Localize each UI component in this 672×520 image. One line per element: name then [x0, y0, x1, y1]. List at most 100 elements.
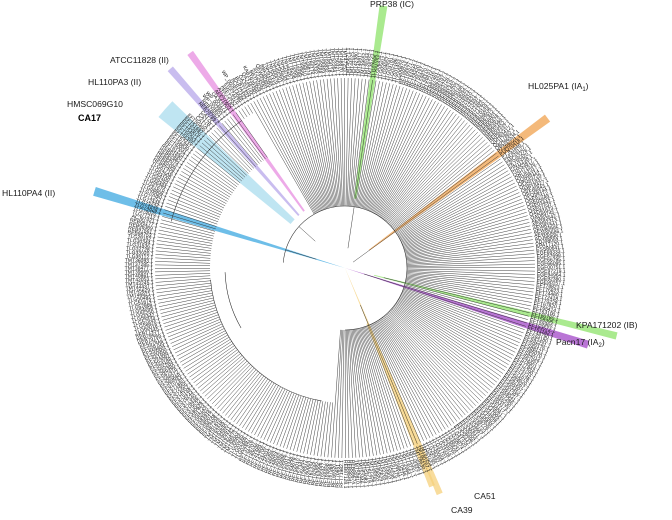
leaf-label: EGE97219.1 — [537, 268, 566, 274]
leaf-label: REB96369.1 — [128, 221, 157, 233]
tree-branch — [406, 274, 534, 289]
leaf-label: TMT64332.1 — [309, 50, 319, 79]
tree-branch — [350, 329, 364, 458]
tree-branch — [377, 106, 445, 216]
tree-branch — [403, 287, 525, 330]
tree-branch — [156, 247, 211, 254]
tree-branch — [155, 270, 211, 273]
tree-branch — [155, 261, 211, 264]
tree-branch — [398, 299, 509, 365]
tree-branch — [289, 397, 307, 450]
tree-branch-internal — [298, 226, 316, 242]
branch-layer — [154, 77, 536, 459]
tree-branch — [191, 347, 237, 381]
tree-branch — [330, 78, 341, 207]
tree-branch — [179, 334, 228, 363]
tree-branch — [346, 78, 352, 207]
tree-branch — [157, 287, 212, 297]
tree-branch — [292, 85, 329, 209]
tree-branch — [404, 284, 528, 320]
tree-branch — [327, 402, 334, 458]
tree-branch — [402, 291, 522, 340]
leaf-label: EGF00751.1 — [537, 265, 566, 271]
leaf-label: TMT68874.1 — [301, 51, 312, 80]
tree-branch — [338, 329, 344, 458]
root-arc — [282, 205, 408, 331]
tree-branch — [238, 110, 245, 119]
tree-branch — [233, 377, 267, 423]
tree-branch — [400, 185, 517, 242]
leaf-label: AEW80686.1 — [534, 228, 564, 239]
tree-branch — [263, 389, 288, 440]
tree-branch — [313, 401, 324, 456]
tree-branch — [262, 96, 319, 213]
tree-branch — [395, 304, 500, 380]
leaf-label: TMT45629.1 — [126, 287, 155, 296]
leaf-label: EFT70228.1 — [534, 297, 562, 307]
tree-branch — [347, 329, 353, 458]
tree-branch — [405, 279, 532, 303]
label-prp38: PRP38 (IC) — [370, 0, 414, 9]
tree-branch — [375, 321, 440, 434]
tree-branch — [350, 78, 363, 207]
tree-branch — [212, 364, 251, 405]
leaf-label: EGE90157.1 — [536, 279, 565, 287]
tree-branch — [244, 106, 251, 116]
tree-branch — [163, 212, 216, 230]
tree-branch — [371, 323, 428, 440]
tree-branch — [394, 153, 497, 231]
label-ca39: CA39 — [451, 505, 473, 515]
tree-branch — [299, 83, 331, 208]
leaf-label: TLG29152.1 — [127, 233, 156, 243]
tree-branch — [156, 243, 212, 252]
tree-branch — [160, 222, 214, 237]
tree-branch — [204, 358, 246, 397]
tree-branch — [163, 307, 217, 324]
leaf-label: TMT69810.1 — [297, 52, 309, 81]
tree-branch — [217, 367, 255, 409]
leaf-label: EFT65414.1 — [532, 304, 560, 315]
leaf-label: ADJ98898.1 — [534, 233, 562, 243]
tree-branch — [251, 385, 279, 434]
tree-branch — [171, 323, 223, 347]
tree-branch — [358, 82, 387, 208]
leaf-label: TLG31536.1 — [126, 241, 155, 250]
tree-branch — [326, 78, 340, 207]
tree-branch-internal — [347, 206, 355, 249]
leaf-label: RFT67989.1 — [327, 459, 335, 487]
tree-branch — [378, 319, 449, 428]
tree-branch — [400, 182, 516, 241]
tree-branch — [185, 165, 232, 196]
leaf-label: EGE92380.1 — [537, 276, 566, 284]
tree-branch — [235, 112, 268, 158]
tree-branch — [162, 216, 216, 232]
tree-branch — [230, 375, 265, 420]
tree-branch — [171, 189, 222, 213]
tree-branch — [381, 317, 458, 422]
tree-branch — [306, 81, 333, 208]
tree-branch — [384, 315, 466, 416]
tree-branch — [170, 321, 222, 344]
tree-branch — [406, 235, 533, 258]
tree-branch — [225, 372, 261, 416]
tree-branch — [156, 285, 212, 294]
tree-branch — [158, 233, 213, 244]
tree-branch — [239, 380, 271, 427]
tree-branch — [394, 305, 497, 383]
tree-branch — [406, 249, 535, 263]
label-hmsc069g10: HMSC069G10 — [67, 99, 123, 109]
tree-branch — [155, 257, 211, 262]
tree-branch — [356, 81, 380, 208]
tree-branch — [403, 208, 526, 249]
tree-branch — [190, 156, 236, 190]
tree-branch — [374, 322, 437, 435]
tree-branch — [403, 205, 525, 248]
tree-branch — [400, 294, 517, 350]
tree-branch — [380, 111, 454, 218]
leaf-label: TMT58992.1 — [370, 457, 380, 486]
tree-branch — [169, 319, 221, 341]
tree-branch — [381, 113, 457, 218]
tree-branch — [162, 304, 216, 321]
tree-branch — [174, 328, 225, 354]
tree-branch — [395, 158, 501, 233]
